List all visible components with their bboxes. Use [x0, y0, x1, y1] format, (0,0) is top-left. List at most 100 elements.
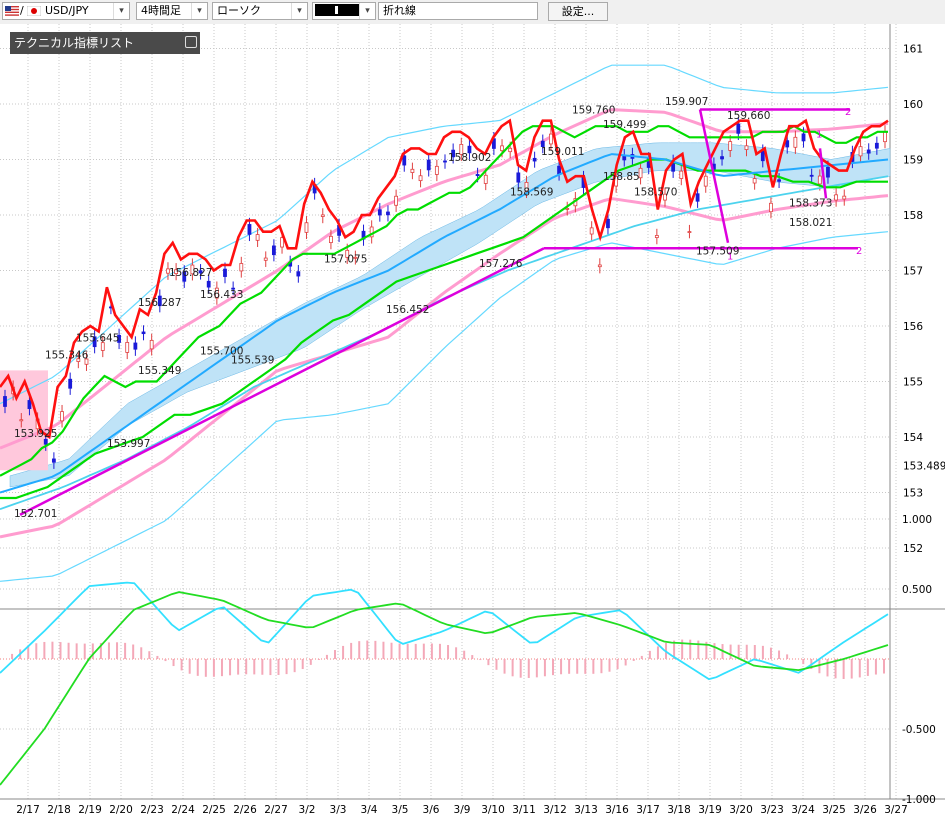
settings-button[interactable]: 設定... — [548, 2, 608, 21]
y-axis: 161 160 159 158 157 156 155 154 153 152 153.489 1.0… — [902, 44, 945, 807]
x-tick-label: 2/27 — [264, 804, 288, 816]
x-axis: 2/17 2/18 2/19 2/20 2/23 2/24 2/25 2/26 2/27 3/2 3… — [16, 804, 908, 816]
x-tick-label: 3/26 — [853, 804, 877, 816]
drop-line — [818, 148, 828, 199]
candle-body — [320, 214, 325, 217]
indicator-list-panel[interactable]: テクニカル指標リスト — [10, 32, 200, 54]
price-label: 155.349 — [138, 365, 181, 377]
chevron-down-icon: ▾ — [113, 3, 129, 19]
price-label: 153.997 — [107, 438, 150, 450]
restore-icon[interactable] — [185, 36, 197, 48]
current-price-label: 153.489 — [903, 460, 945, 472]
candle-body — [329, 235, 333, 244]
symbol-label: USD/JPY — [45, 4, 89, 17]
x-tick-label: 3/17 — [636, 804, 660, 816]
candle-body — [467, 145, 472, 154]
wave-marker: 1 — [816, 129, 822, 140]
price-label: 158.021 — [789, 217, 832, 229]
symbol-select[interactable]: / USD/JPY ▾ — [2, 2, 130, 20]
signal-line — [0, 591, 889, 786]
y-tick-label: 157 — [903, 266, 923, 278]
x-tick-label: 3/20 — [729, 804, 753, 816]
candle-body — [817, 175, 822, 185]
x-tick-label: 2/26 — [233, 804, 257, 816]
candle-body — [736, 123, 741, 134]
candle-body — [842, 195, 847, 200]
x-tick-label: 2/20 — [109, 804, 133, 816]
chart-style-select[interactable]: ローソク ▾ — [212, 2, 308, 20]
candle-body — [280, 237, 284, 248]
price-label: 156.287 — [138, 297, 181, 309]
candle-body — [679, 170, 684, 179]
candle-body — [166, 268, 170, 274]
ma-blue-line — [0, 153, 889, 494]
candle-body — [410, 168, 415, 173]
wave-marker: 1 — [727, 251, 733, 262]
candle-body — [858, 146, 863, 157]
timeframe-select[interactable]: 4時間足 ▾ — [136, 2, 208, 20]
x-tick-label: 3/12 — [543, 804, 567, 816]
candle-body — [190, 264, 195, 275]
price-label: 158.373 — [789, 197, 832, 209]
candle-body — [157, 295, 162, 307]
candle-body — [663, 193, 667, 201]
x-tick-label: 3/11 — [512, 804, 536, 816]
y-tick-label: 158 — [903, 210, 923, 222]
candlesticks — [3, 117, 887, 469]
candle-body — [475, 174, 480, 177]
usa-flag-icon — [5, 6, 19, 16]
candle-body — [883, 131, 887, 143]
y-tick-label: -0.500 — [902, 724, 936, 736]
price-label: 158.85 — [603, 171, 640, 183]
candle-body — [149, 339, 154, 350]
candle-body — [60, 411, 64, 422]
wave-marker: 2 — [856, 246, 862, 257]
price-label: 155.539 — [231, 355, 274, 367]
x-tick-label: 2/17 — [16, 804, 40, 816]
trendlines: 1 2 1 2 — [19, 107, 862, 516]
x-tick-label: 2/19 — [78, 804, 102, 816]
x-tick-label: 3/19 — [698, 804, 722, 816]
candle-body — [426, 159, 431, 171]
price-label: 158.570 — [634, 186, 677, 198]
price-label: 157.509 — [696, 245, 739, 257]
candle-body — [785, 140, 790, 148]
candle-body — [769, 202, 773, 213]
price-label: 159.499 — [603, 119, 646, 131]
price-chart[interactable]: 1 2 1 2 152.701 153.925 155.346 155.645 153.997… — [0, 24, 945, 821]
price-label: 159.760 — [572, 104, 615, 116]
candle-body — [597, 264, 602, 268]
candle-body — [549, 133, 553, 145]
candle-body — [695, 193, 700, 202]
candle-body — [524, 182, 529, 192]
color-select[interactable]: ▾ — [312, 2, 376, 20]
price-label: 156.433 — [200, 289, 243, 301]
price-label: 158.569 — [510, 186, 553, 198]
bollinger-lower-1 — [0, 194, 889, 539]
candle-body — [174, 269, 179, 274]
candle-body — [654, 235, 659, 239]
price-label: 155.700 — [200, 346, 243, 358]
cloud-bear-area — [0, 370, 48, 471]
candle-body — [271, 245, 276, 256]
wave-marker: 2 — [845, 107, 851, 118]
price-labels: 152.701 153.925 155.346 155.645 153.997 155.3… — [14, 96, 832, 520]
x-tick-label: 2/24 — [171, 804, 195, 816]
candle-body — [198, 270, 203, 274]
price-label: 152.701 — [14, 508, 57, 520]
candle-body — [19, 419, 24, 422]
candle-body — [752, 178, 757, 184]
candle-body — [687, 231, 692, 233]
bollinger-lower-2 — [0, 231, 889, 582]
candle-body — [231, 287, 236, 290]
ma-green-lower-line — [0, 158, 888, 500]
x-tick-label: 3/27 — [884, 804, 908, 816]
y-tick-label: 161 — [903, 44, 923, 56]
x-tick-label: 2/18 — [47, 804, 71, 816]
line-type-select[interactable]: 折れ線 — [378, 2, 538, 20]
x-tick-label: 3/6 — [423, 804, 440, 816]
bollinger-upper-2 — [0, 64, 889, 405]
candle-body — [508, 147, 513, 153]
x-tick-label: 3/9 — [454, 804, 471, 816]
candle-body — [834, 194, 839, 201]
